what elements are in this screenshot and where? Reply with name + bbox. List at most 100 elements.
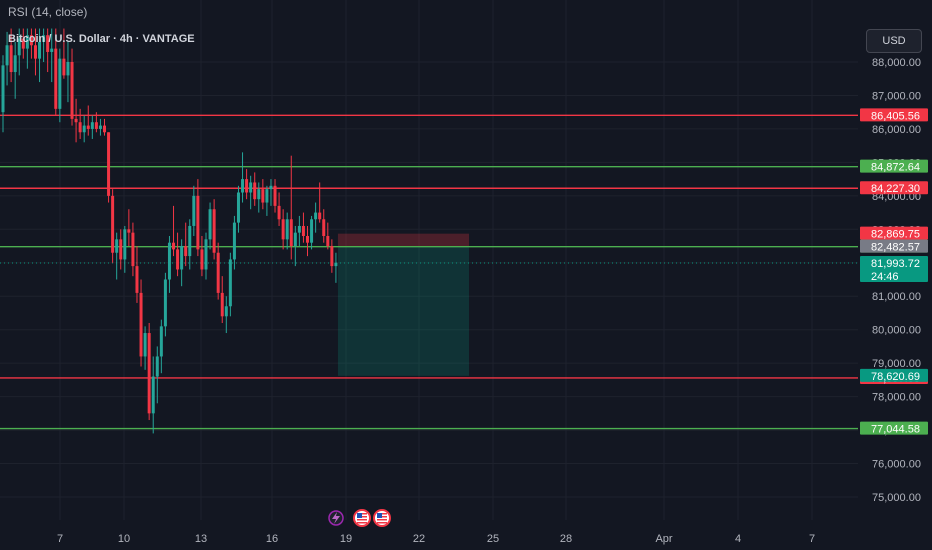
candle-body [249,182,253,193]
candle-body [159,326,163,357]
time-axis[interactable]: 7 10 13 16 19 22 25 28 Apr 4 7 [57,533,815,545]
time-tick-label: 7 [57,533,63,545]
indicator-label[interactable]: RSI (14, close) [8,5,88,19]
currency-button[interactable]: USD [866,29,922,53]
candle-body [326,236,330,247]
time-tick-label: 28 [560,533,572,545]
price-label-bg [860,255,928,282]
price-tick-label: 76,000.00 [872,459,921,471]
time-tick-label: 4 [735,533,741,545]
candle-body [172,242,176,250]
line-price-label-bg [860,159,928,173]
candle-body [151,376,155,414]
line-price-label: 86,405.56 [871,110,920,122]
candle-body [180,246,184,270]
candle-body [236,192,240,223]
candle-body [208,209,212,240]
candle-body [119,239,123,260]
time-tick-label: 10 [118,533,130,545]
grid [0,0,858,520]
candle-body [163,279,167,327]
flag-canton [377,513,382,518]
price-labels: 86,405.5684,872.6484,227.3082,481.3078,5… [860,108,928,436]
candle-body [50,48,54,52]
stop-loss-zone[interactable] [337,233,469,247]
candle-body [318,212,322,220]
price-label-bg [860,368,928,382]
candle-body [13,55,17,73]
candle-body [21,38,25,49]
candle-body [42,35,46,42]
candle-body [135,266,139,293]
time-tick-label: 25 [487,533,499,545]
candle-body [334,262,338,267]
candle-body [220,292,224,317]
candle-body [293,232,297,247]
candle-body [285,219,289,240]
candle-body [306,236,309,243]
candle-body [192,195,196,226]
symbol-title[interactable]: Bitcoin / U.S. Dollar · 4h · VANTAGE [8,33,195,45]
candle-body [143,333,147,357]
candles [1,28,338,434]
candle-body [310,219,314,243]
price-label-bg [860,226,928,240]
time-tick-label: 22 [413,533,425,545]
price-label-bg [860,239,928,253]
line-price-label-bg [860,108,928,122]
short-position-tool[interactable] [337,233,469,376]
price-tick-label: 88,000.00 [872,57,921,69]
line-price-label-bg [860,181,928,195]
lightning-icon [332,512,340,524]
candle-body [78,122,82,133]
candle-body [184,246,188,257]
candle-body [58,58,62,109]
candle-body [277,205,281,220]
flag-stripe [377,519,387,521]
candle-body [314,212,318,220]
candle-body [224,306,228,317]
time-tick-label: 7 [809,533,815,545]
candle-body [25,35,29,49]
candle-body [297,225,301,233]
candle-body [200,249,204,270]
horizontal-lines[interactable] [0,114,858,430]
candle-body [107,132,111,196]
candle-body [232,222,236,260]
candle-body [38,41,42,59]
candle-body [228,259,232,307]
take-profit-zone[interactable] [337,246,469,376]
candle-body [94,122,98,129]
price-tick-label: 80,000.00 [872,325,921,337]
us-flag-event-icon[interactable] [373,509,391,527]
candle-body [176,249,180,270]
price-tick-label: 87,000.00 [872,90,921,102]
candle-body [98,125,102,129]
time-tick-label: 19 [340,533,352,545]
candle-body [139,292,143,357]
candle-body [33,45,37,59]
candle-body [269,185,273,190]
price-label: 82,869.75 [871,229,920,241]
price-tick-label: 78,000.00 [872,392,921,404]
candle-body [289,219,293,247]
candle-body [103,125,106,133]
candle-body [127,229,131,233]
line-price-label: 84,872.64 [871,162,920,174]
candle-body [5,45,9,66]
candle-body [261,189,265,203]
candle-body [46,35,50,52]
line-price-label-bg [860,421,928,435]
candle-body [111,195,115,253]
candle-body [147,333,151,414]
candle-body [273,185,277,206]
candle-body [330,246,334,267]
lightning-event-icon[interactable] [328,510,344,526]
candle-body [86,125,90,129]
us-flag-event-icon[interactable] [353,509,371,527]
candle-body [70,62,74,119]
candle-body [82,125,86,133]
event-icons[interactable] [328,509,391,527]
candle-body [123,229,127,260]
